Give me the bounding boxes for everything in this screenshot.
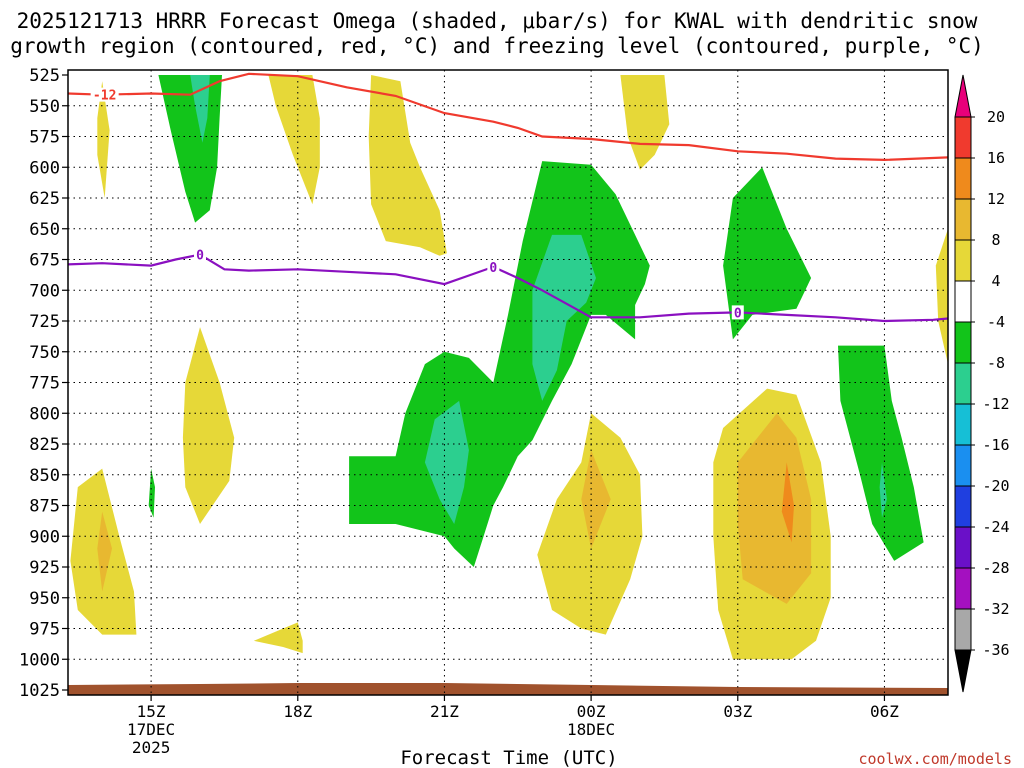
dgz-contour <box>67 72 949 162</box>
y-tick-label: 800 <box>29 404 60 424</box>
freezing-level-contour-label-bg <box>731 305 744 320</box>
colorbar-label: 4 <box>991 272 1000 290</box>
colorbar-top-arrow <box>954 74 972 118</box>
omega-up-main-core-lower <box>424 400 469 524</box>
dgz-contour-label-bg <box>90 87 119 102</box>
freezing-level-contour-label-bg <box>487 259 500 274</box>
y-tick-label: 625 <box>29 189 60 209</box>
x-tick-label: 18Z <box>283 702 312 721</box>
freezing-level-contour-label: 0 <box>196 249 204 264</box>
omega-down-00z-low-core <box>581 450 611 549</box>
freezing-level-contour-label: 0 <box>734 306 742 321</box>
colorbar-label: -20 <box>982 477 1009 495</box>
y-tick-label: 850 <box>29 466 60 486</box>
colorbar-swatch <box>954 403 972 446</box>
colorbar-label: -12 <box>982 395 1009 413</box>
chart-title: 2025121713 HRRR Forecast Omega (shaded, … <box>10 9 984 58</box>
y-tick-label: 975 <box>29 620 60 640</box>
colorbar-swatch <box>954 280 972 323</box>
colorbar-label: 20 <box>987 108 1005 126</box>
colorbar-swatch <box>954 567 972 610</box>
chart-title-line-1: 2025121713 HRRR Forecast Omega (shaded, … <box>17 9 978 33</box>
y-tick-label: 550 <box>29 97 60 117</box>
y-tick-label: 1000 <box>19 650 60 670</box>
omega-down-14z-low-core <box>97 511 112 592</box>
y-tick-label: 875 <box>29 497 60 517</box>
y-tick-label: 725 <box>29 312 60 332</box>
chart-title-line-2: growth region (contoured, red, °C) and f… <box>10 34 984 58</box>
y-tick-label: 650 <box>29 220 60 240</box>
y-tick-label: 700 <box>29 281 60 301</box>
x-tick-label: 06Z <box>870 702 899 721</box>
x-tick-label: 17DEC <box>127 720 175 739</box>
x-tick-label: 15Z <box>137 702 166 721</box>
freezing-level-contour-label-bg <box>194 247 206 262</box>
omega-down-14z-thin <box>97 81 110 198</box>
x-axis-title: Forecast Time (UTC) <box>400 747 617 768</box>
colorbar-label: 16 <box>987 149 1005 167</box>
colorbar-label: 8 <box>991 231 1000 249</box>
plot-area: -12 0 0 0 <box>67 69 949 696</box>
x-tick-label: 18DEC <box>567 720 615 739</box>
omega-up-15z-speck <box>148 468 155 518</box>
colorbar-label: -24 <box>982 518 1009 536</box>
omega-up-06z-core <box>879 462 887 518</box>
colorbar-swatch <box>954 198 972 241</box>
colorbar-swatch <box>954 157 972 200</box>
colorbar-swatch <box>954 526 972 569</box>
colorbar-swatch <box>954 444 972 487</box>
terrain-layer <box>68 683 948 695</box>
colorbar-label: -36 <box>982 641 1009 659</box>
colorbar-label: 12 <box>987 190 1005 208</box>
omega-down-03z-low-mid <box>737 413 812 604</box>
y-tick-label: 950 <box>29 589 60 609</box>
y-tick-label: 825 <box>29 435 60 455</box>
y-tick-label: 775 <box>29 374 60 394</box>
y-tick-label: 900 <box>29 527 60 547</box>
omega-up-06z <box>838 345 924 561</box>
omega-down-18z-sfc <box>253 622 303 654</box>
x-tick-label: 21Z <box>430 702 459 721</box>
colorbar-label: -16 <box>982 436 1009 454</box>
terrain-band <box>68 683 948 695</box>
grid-lines <box>68 70 948 695</box>
colorbar-label: -4 <box>987 313 1005 331</box>
omega-down-03z-low-core <box>781 462 794 543</box>
dgz-contour-label: -12 <box>93 89 116 104</box>
credit-text: coolwx.com/models <box>858 750 1012 768</box>
omega-down-20z-upper <box>368 75 447 256</box>
x-tick-label: 00Z <box>577 702 606 721</box>
y-tick-label: 525 <box>29 66 60 86</box>
colorbar-label: -8 <box>987 354 1005 372</box>
y-axis-pressure: 525 550 575 600 625 650 675 700 725 750 775 800 825 8… <box>19 66 68 701</box>
y-tick-label: 575 <box>29 128 60 148</box>
colorbar-swatch <box>954 116 972 159</box>
contour-lines: -12 0 0 0 <box>67 72 949 323</box>
colorbar-swatch <box>954 608 972 651</box>
y-tick-label: 600 <box>29 158 60 178</box>
omega-down-00z-upper <box>620 75 670 170</box>
colorbar: 20 16 12 8 4 -4 -8 -12 -16 -20 -24 -28 -32 -36 <box>954 74 1010 693</box>
x-tick-label: 03Z <box>723 702 752 721</box>
omega-down-07z-edge <box>935 228 948 365</box>
y-tick-label: 1025 <box>19 681 60 701</box>
colorbar-swatch <box>954 239 972 282</box>
omega-up-03z <box>723 167 812 340</box>
y-tick-label: 925 <box>29 558 60 578</box>
y-tick-label: 750 <box>29 343 60 363</box>
y-tick-label: 675 <box>29 251 60 271</box>
colorbar-swatch <box>954 362 972 405</box>
omega-up-main-core-upper <box>532 234 596 401</box>
omega-down-18z-upper <box>268 75 320 205</box>
colorbar-label: -32 <box>982 600 1009 618</box>
x-tick-label: 2025 <box>132 738 171 757</box>
colorbar-bottom-arrow <box>954 649 972 693</box>
colorbar-swatch <box>954 485 972 528</box>
colorbar-label: -28 <box>982 559 1009 577</box>
freezing-level-contour-label: 0 <box>489 261 497 276</box>
colorbar-swatch <box>954 321 972 364</box>
